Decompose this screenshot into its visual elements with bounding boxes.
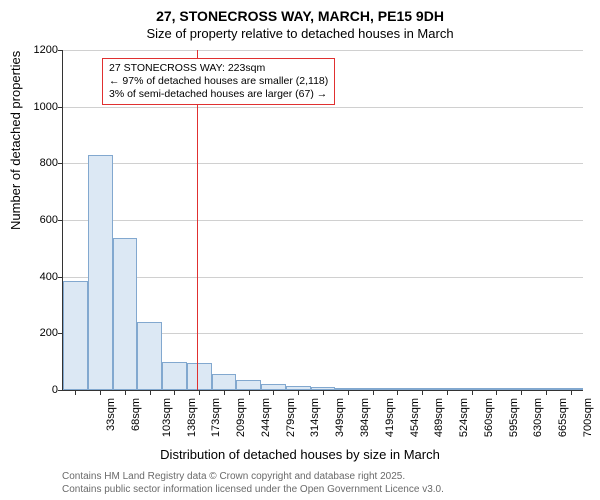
y-tick-label: 800 [18, 157, 58, 169]
histogram-bar [236, 380, 261, 390]
x-tick [571, 390, 572, 395]
x-tick-label: 630sqm [532, 398, 544, 437]
x-tick [546, 390, 547, 395]
gridline [63, 163, 583, 164]
y-tick [58, 163, 63, 164]
gridline [63, 220, 583, 221]
x-tick [273, 390, 274, 395]
y-tick-label: 600 [18, 214, 58, 226]
y-tick [58, 390, 63, 391]
x-tick [100, 390, 101, 395]
x-tick-label: 419sqm [384, 398, 396, 437]
x-tick [323, 390, 324, 395]
x-tick-label: 279sqm [285, 398, 297, 437]
chart-container: 27, STONECROSS WAY, MARCH, PE15 9DH Size… [0, 0, 600, 500]
footer-line-1: Contains HM Land Registry data © Crown c… [62, 471, 444, 484]
x-tick [422, 390, 423, 395]
x-tick-label: 314sqm [310, 398, 322, 437]
x-tick [298, 390, 299, 395]
x-tick-label: 524sqm [458, 398, 470, 437]
y-tick [58, 107, 63, 108]
x-tick-label: 173sqm [211, 398, 223, 437]
x-tick [373, 390, 374, 395]
y-tick-label: 1000 [18, 101, 58, 113]
x-tick [397, 390, 398, 395]
x-tick-label: 700sqm [582, 398, 594, 437]
x-tick [174, 390, 175, 395]
gridline [63, 50, 583, 51]
x-tick [150, 390, 151, 395]
y-tick [58, 50, 63, 51]
x-tick [125, 390, 126, 395]
x-tick-label: 244sqm [260, 398, 272, 437]
gridline [63, 107, 583, 108]
y-axis-label: Number of detached properties [8, 51, 23, 230]
histogram-bar [63, 281, 88, 390]
annotation-box: 27 STONECROSS WAY: 223sqm← 97% of detach… [102, 58, 335, 105]
x-tick [447, 390, 448, 395]
x-axis-label: Distribution of detached houses by size … [0, 447, 600, 462]
histogram-bar [187, 363, 212, 390]
chart-subtitle: Size of property relative to detached ho… [0, 26, 600, 41]
annotation-line: ← 97% of detached houses are smaller (2,… [109, 75, 328, 88]
y-tick [58, 277, 63, 278]
y-tick-label: 200 [18, 327, 58, 339]
x-tick-label: 454sqm [409, 398, 421, 437]
x-tick-label: 209sqm [235, 398, 247, 437]
x-tick-label: 33sqm [105, 398, 117, 431]
y-tick-label: 1200 [18, 44, 58, 56]
x-tick [249, 390, 250, 395]
chart-title: 27, STONECROSS WAY, MARCH, PE15 9DH [0, 8, 600, 24]
x-tick-label: 103sqm [161, 398, 173, 437]
x-tick-label: 560sqm [483, 398, 495, 437]
y-tick-label: 400 [18, 271, 58, 283]
x-tick [521, 390, 522, 395]
histogram-bar [162, 362, 187, 390]
annotation-line: 3% of semi-detached houses are larger (6… [109, 88, 328, 101]
histogram-bar [212, 374, 237, 390]
x-tick-label: 489sqm [433, 398, 445, 437]
x-tick-label: 384sqm [359, 398, 371, 437]
gridline [63, 277, 583, 278]
x-tick [472, 390, 473, 395]
footer-attribution: Contains HM Land Registry data © Crown c… [62, 471, 444, 496]
x-tick [199, 390, 200, 395]
histogram-bar [113, 238, 138, 390]
x-tick [75, 390, 76, 395]
y-tick-label: 0 [18, 384, 58, 396]
x-tick [348, 390, 349, 395]
x-tick-label: 595sqm [508, 398, 520, 437]
histogram-bar [88, 155, 113, 390]
histogram-bar [137, 322, 162, 390]
x-tick-label: 665sqm [557, 398, 569, 437]
x-tick-label: 138sqm [186, 398, 198, 437]
x-tick-label: 349sqm [334, 398, 346, 437]
footer-line-2: Contains public sector information licen… [62, 484, 444, 497]
annotation-line: 27 STONECROSS WAY: 223sqm [109, 62, 328, 75]
x-tick [224, 390, 225, 395]
x-tick [496, 390, 497, 395]
y-tick [58, 220, 63, 221]
x-tick-label: 68sqm [130, 398, 142, 431]
